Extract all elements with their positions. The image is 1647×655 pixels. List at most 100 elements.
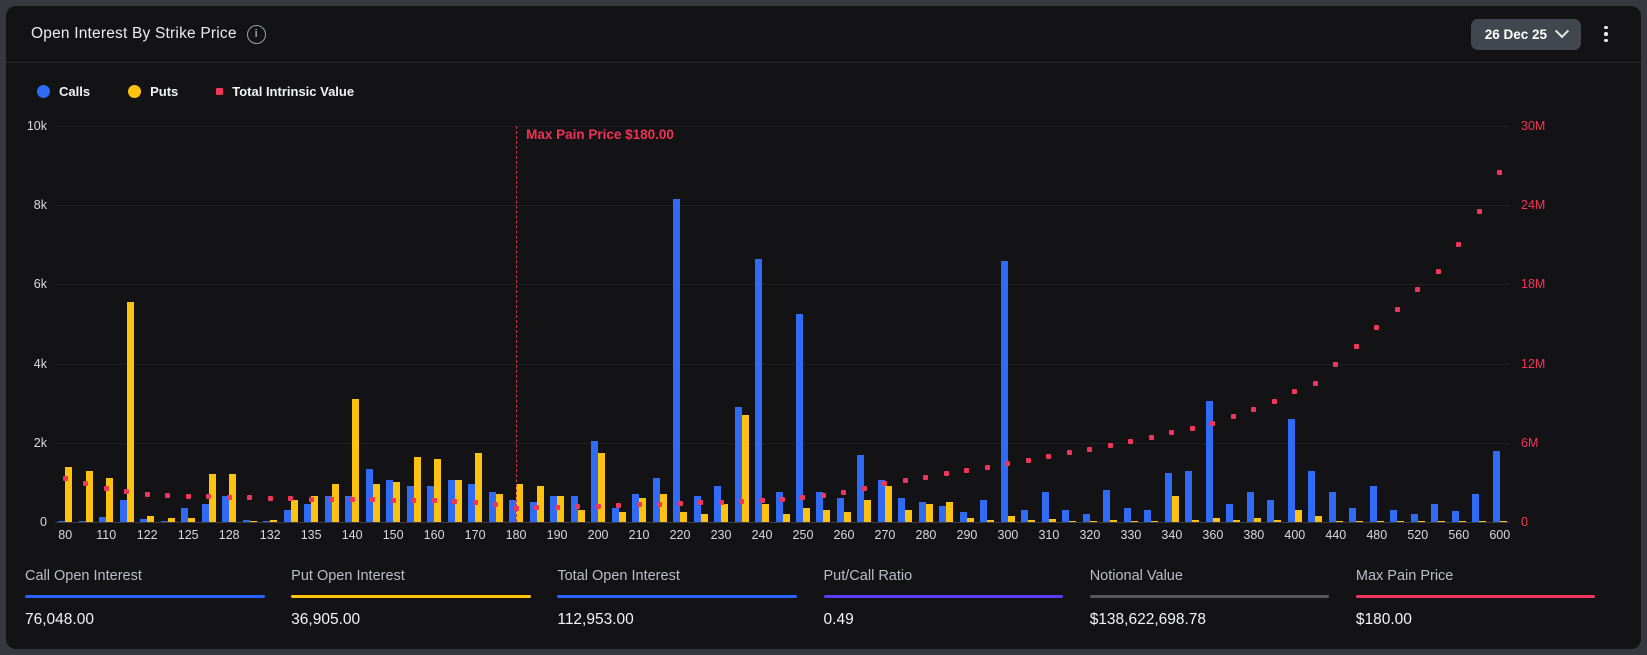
put-bar	[1397, 521, 1405, 522]
chart-legend: Calls Puts Total Intrinsic Value	[6, 63, 1641, 102]
call-bar	[755, 258, 762, 522]
legend-item-calls[interactable]: Calls	[37, 84, 90, 99]
put-bar	[331, 484, 339, 522]
y-axis-tick-right: 30M	[1521, 119, 1546, 133]
x-axis-tick: 80	[58, 528, 73, 542]
call-bar	[693, 496, 701, 522]
intrinsic-dot	[472, 499, 478, 505]
x-axis-tick: 440	[1325, 528, 1347, 542]
put-bar	[1274, 520, 1282, 522]
call-bar	[1369, 486, 1377, 522]
call-bar	[324, 496, 332, 522]
legend-item-intrinsic[interactable]: Total Intrinsic Value	[216, 84, 354, 99]
intrinsic-dot	[902, 477, 908, 483]
intrinsic-dot	[1066, 450, 1072, 456]
put-bar	[188, 518, 196, 522]
call-bar	[242, 520, 250, 522]
x-axis-tick: 330	[1120, 528, 1142, 542]
put-bar	[823, 510, 831, 522]
x-axis-tick: 360	[1202, 528, 1224, 542]
intrinsic-dot	[1169, 429, 1175, 435]
stat-underline	[291, 595, 531, 598]
intrinsic-dot	[575, 504, 581, 510]
legend-intrinsic-label: Total Intrinsic Value	[232, 83, 355, 99]
gridline	[55, 205, 1510, 207]
intrinsic-dot	[124, 489, 130, 495]
put-bar	[249, 520, 257, 522]
call-bar	[1492, 450, 1500, 522]
intrinsic-dot	[739, 498, 744, 504]
put-bar	[1028, 520, 1036, 522]
call-bar	[1226, 504, 1234, 522]
intrinsic-dot	[247, 495, 253, 501]
legend-item-puts[interactable]: Puts	[128, 84, 178, 99]
intrinsic-dot	[1189, 425, 1195, 431]
put-bar	[126, 302, 134, 522]
intrinsic-dot	[103, 485, 109, 491]
y-axis-tick-left: 2k	[33, 435, 47, 450]
intrinsic-dot	[513, 505, 519, 511]
open-interest-panel: Open Interest By Strike Price i 26 Dec 2…	[6, 6, 1641, 649]
max-pain-line	[516, 126, 518, 522]
more-options-button[interactable]	[1589, 17, 1623, 51]
call-bar	[160, 520, 168, 522]
kebab-dot	[1604, 32, 1608, 36]
intrinsic-dot	[1374, 325, 1380, 331]
stat-value: $138,622,698.78	[1089, 611, 1207, 628]
intrinsic-dot	[226, 494, 232, 500]
x-axis-tick: 160	[423, 528, 445, 542]
call-bar	[1082, 514, 1090, 522]
intrinsic-dot	[1128, 438, 1134, 444]
put-bar	[762, 504, 769, 522]
x-axis-tick: 560	[1448, 528, 1470, 542]
call-bar	[1041, 492, 1049, 522]
intrinsic-dot	[861, 485, 867, 491]
gridline	[55, 284, 1510, 286]
stat-underline	[1089, 595, 1330, 598]
call-bar	[795, 314, 803, 522]
x-axis-tick: 210	[628, 528, 650, 542]
put-bar	[680, 512, 688, 522]
stat-label: Max Pain Price	[1355, 568, 1454, 584]
x-axis-tick: 240	[751, 528, 773, 542]
put-bar	[1233, 520, 1241, 522]
call-bar	[775, 492, 783, 522]
x-axis-tick: 110	[96, 528, 117, 542]
intrinsic-dot	[1456, 242, 1462, 248]
expiry-dropdown[interactable]: 26 Dec 25	[1470, 18, 1581, 50]
put-bar	[802, 508, 810, 522]
gridline	[55, 442, 1510, 444]
intrinsic-dot	[1230, 413, 1236, 419]
x-axis-tick: 132	[259, 528, 281, 542]
call-bar	[1451, 510, 1459, 522]
x-axis-tick: 230	[710, 528, 732, 542]
intrinsic-dot	[677, 501, 683, 507]
stat-value: 112,953.00	[557, 611, 634, 628]
call-bar	[427, 486, 435, 522]
intrinsic-dot	[780, 496, 785, 502]
intrinsic-dot	[185, 493, 191, 499]
call-bar	[283, 510, 291, 522]
puts-swatch-icon	[128, 84, 142, 98]
intrinsic-dot	[349, 497, 355, 503]
call-bar	[570, 496, 578, 522]
info-icon[interactable]: i	[246, 24, 266, 44]
put-bar	[1151, 521, 1159, 522]
kebab-dot	[1604, 25, 1608, 30]
put-bar	[843, 512, 851, 522]
put-bar	[516, 484, 524, 522]
x-axis-tick: 125	[177, 528, 199, 542]
call-bar	[673, 199, 681, 522]
call-bar	[58, 520, 66, 522]
call-bar	[1246, 492, 1254, 522]
put-bar	[106, 478, 114, 522]
legend-calls-label: Calls	[59, 83, 91, 99]
put-bar	[1315, 516, 1323, 522]
call-bar	[488, 492, 496, 522]
calls-swatch-icon	[37, 84, 50, 98]
x-axis-tick: 400	[1284, 528, 1306, 542]
stat-underline	[1355, 595, 1596, 598]
intrinsic-dot	[83, 481, 89, 487]
x-axis-tick: 150	[382, 528, 404, 542]
x-axis-tick: 320	[1079, 528, 1101, 542]
